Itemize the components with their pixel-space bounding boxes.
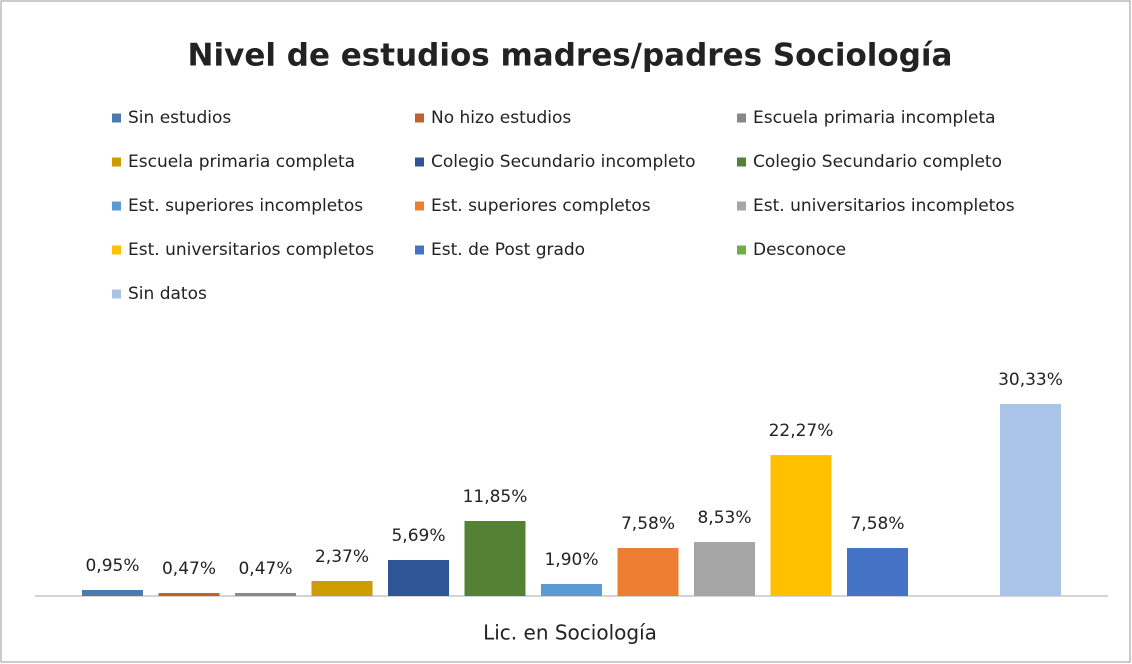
data-label: 0,47% xyxy=(162,559,216,579)
data-label: 1,90% xyxy=(544,550,598,570)
legend-swatch xyxy=(112,245,121,255)
legend-swatch xyxy=(112,201,121,211)
data-label: 2,37% xyxy=(315,547,369,567)
data-label: 30,33% xyxy=(998,370,1063,390)
legend-label: Colegio Secundario completo xyxy=(753,152,1002,172)
legend-swatch xyxy=(415,157,424,167)
x-tick-label: Lic. en Sociología xyxy=(483,621,657,645)
legend-swatch xyxy=(415,113,424,123)
legend-label: Est. universitarios incompletos xyxy=(753,196,1015,216)
legend-swatch xyxy=(737,157,746,167)
legend-swatch xyxy=(112,289,121,299)
chart-title: Nivel de estudios madres/padres Sociolog… xyxy=(188,38,953,74)
legend-swatch xyxy=(737,245,746,255)
legend-label: Escuela primaria completa xyxy=(128,152,355,172)
data-label: 0,95% xyxy=(85,556,139,576)
legend-label: No hizo estudios xyxy=(431,108,571,128)
legend-label: Colegio Secundario incompleto xyxy=(431,152,696,172)
legend-swatch xyxy=(415,201,424,211)
legend-label: Est. de Post grado xyxy=(431,240,585,260)
legend-swatch xyxy=(112,113,121,123)
legend-label: Sin datos xyxy=(128,284,207,304)
bar xyxy=(541,583,602,596)
bar xyxy=(1000,404,1061,596)
legend-swatch xyxy=(737,113,746,123)
legend-label: Est. superiores incompletos xyxy=(128,196,363,216)
bar xyxy=(617,548,679,596)
data-label: 7,58% xyxy=(621,514,675,534)
bar xyxy=(388,559,449,596)
bar xyxy=(847,548,908,596)
data-label: 11,85% xyxy=(463,487,528,507)
legend-swatch xyxy=(737,201,746,211)
bar xyxy=(82,589,143,596)
bar xyxy=(158,593,220,596)
data-label: 5,69% xyxy=(391,526,445,546)
legend-label: Desconoce xyxy=(753,240,846,260)
bar xyxy=(464,521,526,596)
bar xyxy=(694,542,755,596)
bar xyxy=(770,455,832,596)
legend-label: Escuela primaria incompleta xyxy=(753,108,996,128)
legend-label: Est. universitarios completos xyxy=(128,240,374,260)
legend-label: Est. superiores completos xyxy=(431,196,651,216)
legend-label: Sin estudios xyxy=(128,108,231,128)
bar xyxy=(235,593,296,596)
legend-swatch xyxy=(415,245,424,255)
data-label: 22,27% xyxy=(769,421,834,441)
data-label: 0,47% xyxy=(238,559,292,579)
data-label: 7,58% xyxy=(850,514,904,534)
data-label: 8,53% xyxy=(697,508,751,528)
legend-swatch xyxy=(112,157,121,167)
bar xyxy=(311,581,373,596)
